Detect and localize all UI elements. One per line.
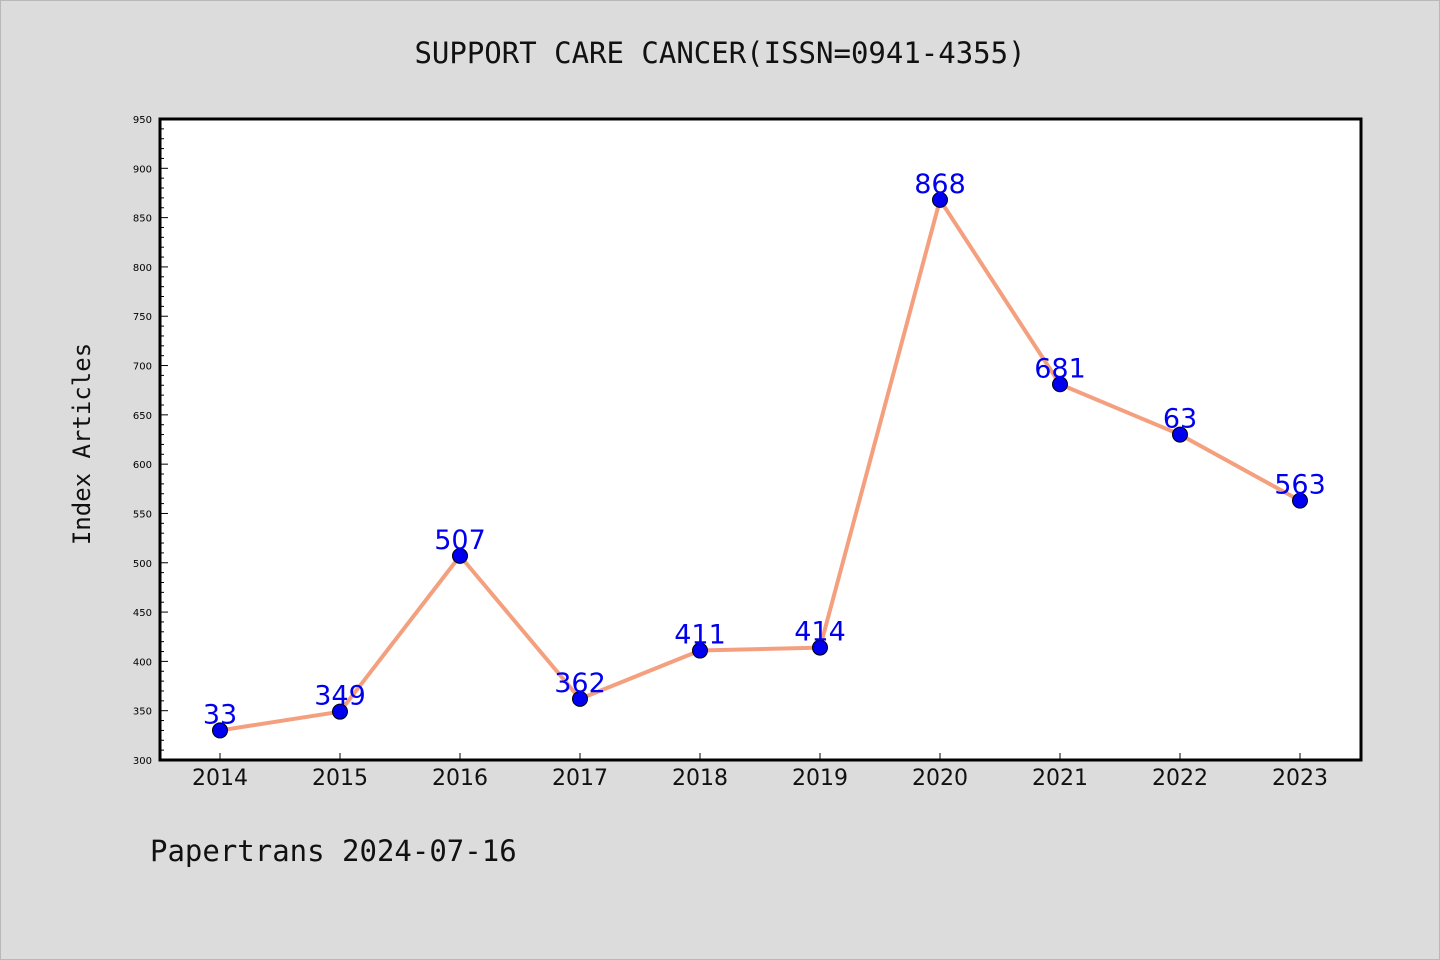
data-label: 362	[554, 668, 606, 699]
y-tick-label: 600	[133, 460, 152, 471]
data-point	[1172, 426, 1188, 443]
data-label: 681	[1034, 353, 1086, 384]
y-tick-label: 550	[133, 509, 152, 520]
x-tick-label: 2021	[1032, 766, 1088, 791]
y-tick-label: 900	[133, 164, 152, 175]
series-line	[219, 197, 1301, 733]
x-tick-label: 2017	[552, 766, 608, 791]
y-tick-label: 800	[133, 263, 152, 274]
plot-area	[158, 117, 1363, 762]
y-tick-label: 650	[133, 411, 152, 422]
data-point	[212, 722, 228, 739]
data-point	[332, 703, 348, 720]
y-tick-label: 850	[133, 214, 152, 225]
y-tick-label: 300	[133, 756, 152, 767]
data-label: 868	[914, 169, 966, 200]
y-tick-label: 400	[133, 657, 152, 668]
data-point	[452, 547, 468, 564]
x-tick-label: 2019	[792, 766, 848, 791]
data-label: 563	[1274, 470, 1326, 501]
data-point	[932, 191, 948, 208]
x-tick-label: 2018	[672, 766, 728, 791]
y-tick-label: 500	[133, 559, 152, 570]
data-label: 349	[314, 681, 366, 712]
y-tick-label: 450	[133, 608, 152, 619]
y-tick-label: 350	[133, 707, 152, 718]
x-tick-label: 2015	[312, 766, 368, 791]
x-axis: 2014 2015 2016 2017 2018 2019 2020 2021 2022 2023	[192, 753, 1328, 791]
data-label: 414	[794, 617, 846, 648]
data-point	[1052, 376, 1068, 393]
x-tick-label: 2014	[192, 766, 248, 791]
x-tick-label: 2020	[912, 766, 968, 791]
chart-title: SUPPORT CARE CANCER(ISSN=0941-4355)	[414, 36, 1026, 70]
y-tick-label: 950	[133, 115, 152, 126]
x-tick-label: 2023	[1272, 766, 1328, 791]
data-label: 63	[1163, 404, 1197, 435]
footer-note: Papertrans 2024-07-16	[150, 834, 517, 868]
data-point	[812, 639, 828, 656]
data-label: 507	[434, 525, 486, 556]
y-axis-label: Index Articles	[68, 343, 96, 545]
data-label: 411	[674, 620, 726, 651]
series-layer: 33 349 507 362 411 414 868 681 63 563	[203, 169, 1326, 739]
x-tick-label: 2022	[1152, 766, 1208, 791]
y-axis: 300 350 400 450 500 550 600 650 700 750 800 850 900 9…	[133, 115, 168, 767]
data-label: 33	[203, 699, 237, 730]
data-point	[692, 642, 708, 659]
data-point	[1292, 492, 1308, 509]
y-tick-label: 700	[133, 362, 152, 373]
data-point	[572, 690, 588, 707]
y-tick-label: 750	[133, 312, 152, 323]
x-tick-label: 2016	[432, 766, 488, 791]
